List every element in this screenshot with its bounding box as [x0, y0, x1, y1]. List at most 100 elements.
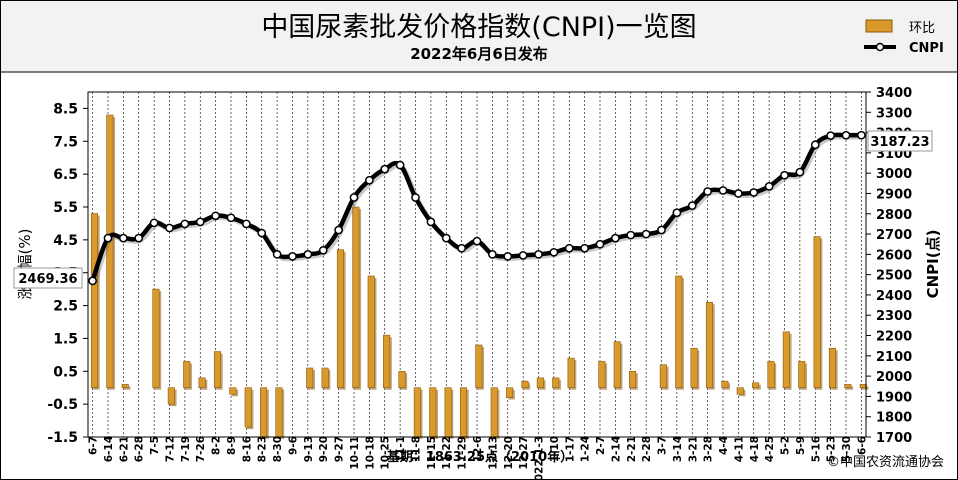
bar	[121, 384, 129, 389]
bar-shadow	[846, 386, 854, 390]
bar	[506, 387, 514, 398]
start-value-annotation: 2469.36	[13, 267, 83, 289]
bar	[183, 361, 191, 389]
cnpi-line-shadow	[92, 134, 864, 284]
right-tick-label: 2400	[876, 289, 912, 304]
right-tick-label: 1800	[876, 411, 912, 426]
cnpi-point	[841, 130, 851, 140]
x-tick-label: 11-29	[457, 436, 469, 470]
left-tick-label: -0.5	[47, 397, 78, 413]
plot-border	[87, 91, 867, 438]
x-tick-label: 10-11	[349, 436, 361, 470]
x-tick-label: 7-19	[180, 436, 192, 462]
cnpi-point	[303, 250, 313, 259]
x-tick-label: 6-6	[856, 436, 868, 455]
cnpi-point	[826, 131, 835, 140]
right-tick-label: 2500	[876, 269, 912, 284]
left-tick-label: 8.5	[53, 101, 78, 117]
cnpi-series	[88, 130, 866, 286]
bar	[244, 387, 252, 428]
x-tick-label: 12-27	[518, 436, 530, 470]
bar	[613, 341, 621, 389]
left-axis-label: 涨跌幅(%)	[16, 229, 34, 300]
bar	[106, 114, 114, 389]
cnpi-point	[488, 250, 497, 259]
cnpi-point	[103, 233, 113, 243]
vertical-grid	[92, 92, 862, 437]
bar	[859, 384, 867, 389]
x-tick-label: 9-6	[287, 436, 299, 455]
bar	[90, 213, 98, 389]
cnpi-point	[611, 233, 620, 243]
cnpi-point	[641, 229, 651, 239]
cnpi-point	[749, 188, 759, 197]
legend: 环比 CNPI	[864, 19, 944, 56]
x-tick-label: 2-28	[641, 436, 653, 462]
cnpi-point	[288, 252, 297, 261]
x-tick-label: 022-1-3	[534, 436, 546, 480]
bar	[844, 384, 852, 389]
bar-series	[90, 114, 869, 439]
cnpi-point	[857, 130, 866, 140]
left-tick-label: 5.5	[53, 200, 78, 216]
left-tick-label: 1.5	[53, 331, 78, 347]
x-tick-label: 5-2	[780, 436, 792, 455]
bar	[705, 301, 714, 389]
x-tick-label: 1-17	[564, 436, 576, 462]
x-tick-label: 11-1	[395, 436, 407, 462]
cnpi-point	[365, 175, 374, 185]
bar-shadow	[862, 386, 869, 390]
bar	[659, 364, 667, 389]
x-tick-label: 2-21	[626, 436, 638, 462]
x-tick-label: 12-13	[487, 436, 499, 470]
cnpi-point	[119, 233, 128, 243]
cnpi-point	[534, 250, 543, 259]
cnpi-point	[272, 250, 282, 259]
legend-line-marker	[875, 42, 885, 52]
cnpi-point	[549, 247, 559, 257]
bar	[229, 387, 237, 395]
bar	[275, 387, 283, 438]
cnpi-point	[810, 140, 820, 150]
cnpi-point	[503, 252, 513, 261]
cnpi-point	[334, 225, 343, 235]
x-tick-label: 5-23	[826, 436, 838, 462]
left-tick-label: 7.5	[53, 134, 78, 150]
legend-bar-swatch	[865, 19, 893, 33]
cnpi-point	[703, 187, 712, 196]
bar	[444, 387, 452, 438]
x-tick-label: 3-28	[703, 436, 715, 462]
x-tick-label: 9-13	[303, 436, 315, 462]
x-tick-label: 4-11	[733, 436, 745, 462]
end-value-annotation: 3187.23	[867, 130, 933, 152]
bar	[736, 387, 744, 395]
bar	[475, 344, 483, 389]
cnpi-point	[211, 211, 220, 221]
bar	[152, 288, 160, 389]
bar	[813, 236, 821, 389]
x-tick-label: 1-24	[580, 436, 592, 462]
cnpi-point	[195, 217, 205, 227]
x-tick-label: 7-5	[149, 436, 161, 455]
right-tick-label: 3300	[876, 106, 912, 121]
bar	[521, 380, 529, 389]
cnpi-point	[718, 186, 728, 195]
x-tick-label: 2-7	[595, 436, 607, 455]
cnpi-point	[395, 160, 405, 170]
x-tick-label: 5-16	[810, 436, 822, 462]
bar	[198, 377, 206, 389]
bar	[721, 380, 729, 389]
bar	[598, 361, 606, 389]
left-tick-label: -1.5	[47, 430, 78, 446]
x-tick-label: 1-10	[549, 436, 561, 462]
right-axis: 3400330032003100300029002800270026002500…	[866, 86, 912, 446]
left-tick-label: 2.5	[53, 299, 78, 315]
cnpi-point	[595, 239, 605, 249]
x-tick-label: 6-28	[134, 436, 146, 462]
x-tick-label: 3-7	[657, 436, 669, 455]
right-tick-label: 3400	[876, 86, 912, 101]
cnpi-point	[472, 236, 482, 246]
left-tick-label: 0.5	[53, 364, 78, 380]
x-tick-label: 5-30	[841, 436, 853, 462]
